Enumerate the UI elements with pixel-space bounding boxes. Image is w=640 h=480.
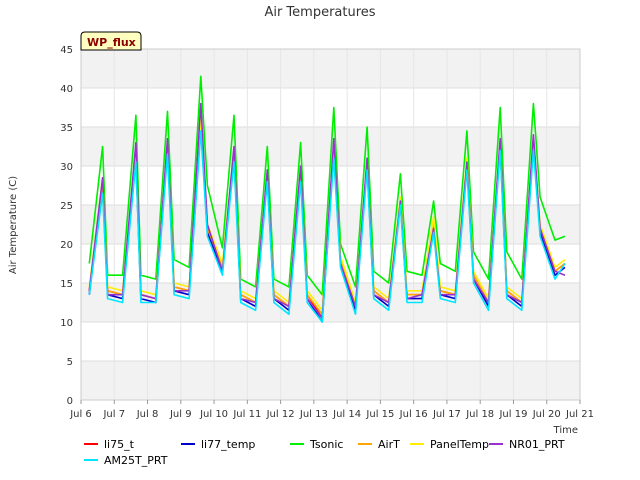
- x-tick-label: Jul 17: [432, 409, 461, 420]
- plot-band: [81, 244, 580, 283]
- x-axis-label: Time: [553, 425, 578, 436]
- y-tick-label: 5: [67, 357, 73, 368]
- legend-label: Tsonic: [309, 438, 343, 451]
- legend-label: AM25T_PRT: [104, 454, 168, 467]
- x-tick-label: Jul 14: [332, 409, 361, 420]
- plot-frame: [80, 48, 581, 401]
- x-tick-label: Jul 9: [169, 409, 192, 420]
- y-tick-label: 30: [60, 162, 73, 173]
- x-tick-label: Jul 8: [136, 409, 159, 420]
- x-tick-label: Jul 18: [465, 409, 494, 420]
- badge-box: [80, 31, 142, 51]
- x-tick-label: Jul 21: [565, 409, 594, 420]
- x-tick-label: Jul 12: [266, 409, 295, 420]
- legend-label: PanelTemp: [430, 438, 489, 451]
- x-axis-ticks: Jul 6 Jul 7 Jul 8 Jul 9 Jul 10 Jul 11 Jul 12 Ju…: [69, 400, 594, 420]
- x-tick-label: Jul 6: [69, 409, 92, 420]
- x-tick-label: Jul 10: [199, 409, 228, 420]
- plot-band: [81, 322, 580, 361]
- y-tick-label: 10: [60, 318, 73, 329]
- y-axis-ticks: 0 5 10 15 20 25 30 35 40 45: [60, 45, 73, 407]
- series-lines: [88, 75, 566, 323]
- station-badge: WP_flux: [80, 31, 142, 51]
- y-tick-label: 45: [60, 45, 73, 56]
- badge-label: WP_flux: [87, 36, 136, 49]
- plot-band: [81, 88, 580, 127]
- y-tick-label: 40: [60, 84, 73, 95]
- y-axis-label: Air Temperature (C): [8, 176, 19, 274]
- legend-label: li77_temp: [201, 438, 255, 451]
- y-tick-label: 15: [60, 279, 73, 290]
- x-tick-label: Jul 11: [232, 409, 261, 420]
- x-tick-label: Jul 16: [399, 409, 428, 420]
- series-line-am25t-prt: [88, 130, 566, 323]
- x-tick-label: Jul 20: [532, 409, 561, 420]
- plot-band: [81, 283, 580, 322]
- plot-band: [81, 361, 580, 400]
- x-tick-label: Jul 15: [365, 409, 394, 420]
- legend-label: NR01_PRT: [509, 438, 565, 451]
- y-tick-label: 20: [60, 240, 73, 251]
- x-tick-label: Jul 7: [102, 409, 125, 420]
- chart-title: Air Temperatures: [264, 5, 375, 20]
- series-line-tsonic: [88, 75, 566, 296]
- x-tick-label: Jul 19: [498, 409, 527, 420]
- y-tick-label: 35: [60, 123, 73, 134]
- legend: li75_t li77_temp Tsonic AirT PanelTemp NR01_P…: [84, 438, 565, 467]
- legend-label: AirT: [378, 438, 400, 451]
- plot-band: [81, 49, 580, 88]
- legend-label: li75_t: [104, 438, 135, 451]
- x-tick-label: Jul 13: [299, 409, 328, 420]
- y-tick-label: 25: [60, 201, 73, 212]
- y-tick-label: 0: [67, 396, 73, 407]
